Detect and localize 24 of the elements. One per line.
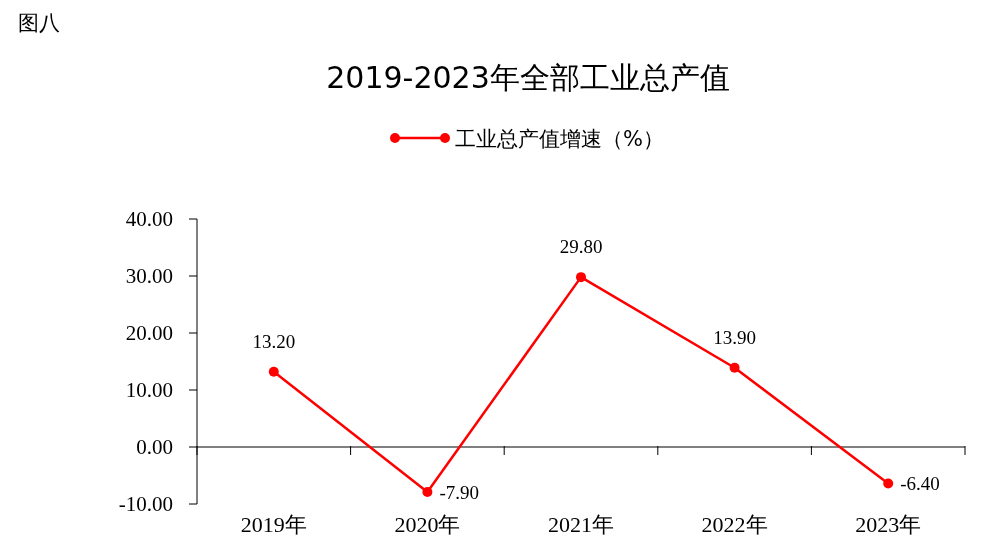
x-tick-label: 2019年: [240, 512, 307, 537]
data-label: 13.20: [252, 330, 296, 352]
data-label: 13.90: [713, 326, 756, 348]
point: [268, 366, 279, 377]
data-label: -6.40: [900, 473, 940, 495]
x-tick-label: 2020年: [394, 512, 461, 537]
data-label: 29.80: [559, 236, 603, 258]
y-tick-label: 0.00: [136, 435, 173, 459]
chart-title: 2019-2023年全部工业总产值: [326, 60, 730, 95]
y-tick-label: 30.00: [125, 264, 173, 288]
point: [422, 487, 433, 498]
y-tick-label: -10.00: [118, 492, 173, 516]
x-tick-label: 2022年: [701, 512, 768, 537]
x-tick-label: 2023年: [855, 512, 922, 537]
y-tick-label: 10.00: [125, 378, 173, 402]
x-tick-label: 2021年: [548, 512, 614, 537]
point: [729, 362, 740, 373]
data-label: -7.90: [439, 482, 479, 504]
text: 图八: [18, 11, 60, 35]
point: [883, 478, 894, 489]
y-tick-label: 20.00: [125, 321, 173, 345]
y-tick-label: 40.00: [125, 207, 173, 231]
point: [576, 272, 586, 283]
legend-label: 工业总产值增速（%）: [455, 127, 664, 151]
